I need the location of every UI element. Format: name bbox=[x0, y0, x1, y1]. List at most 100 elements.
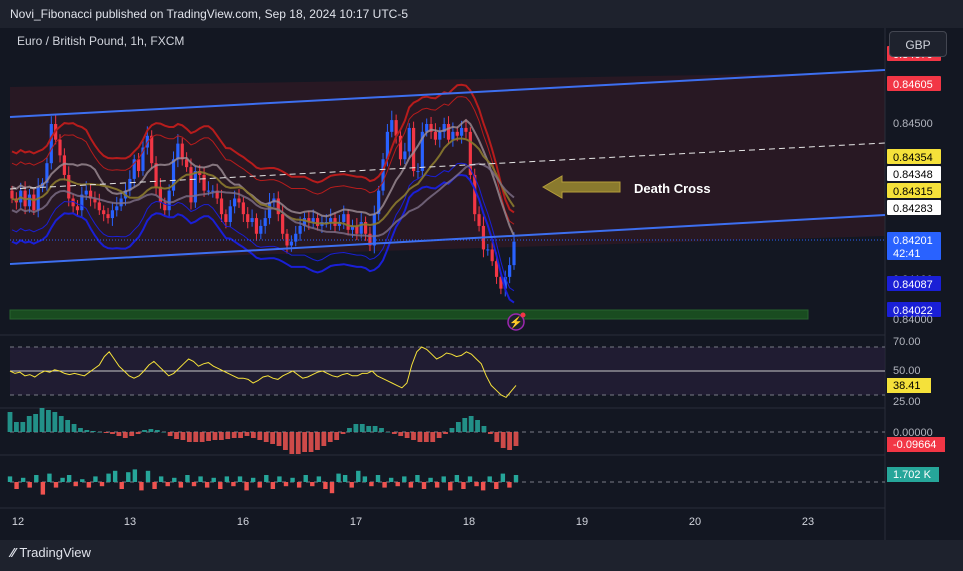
tradingview-logo[interactable]: ⁄⁄ TradingView bbox=[11, 545, 91, 560]
candle-body[interactable] bbox=[473, 174, 477, 215]
candle-body[interactable] bbox=[503, 276, 507, 289]
candle-body[interactable] bbox=[80, 194, 84, 211]
candle-body[interactable] bbox=[62, 155, 66, 175]
candle-body[interactable] bbox=[307, 218, 311, 222]
candle-body[interactable] bbox=[58, 139, 62, 156]
candle-body[interactable] bbox=[206, 190, 211, 192]
candle-body[interactable] bbox=[27, 194, 32, 207]
candle-body[interactable] bbox=[298, 225, 302, 234]
candle-body[interactable] bbox=[136, 159, 141, 172]
candle-body[interactable] bbox=[189, 167, 193, 203]
candle-body[interactable] bbox=[228, 206, 232, 222]
candle-body[interactable] bbox=[381, 159, 385, 191]
candle-body[interactable] bbox=[75, 206, 80, 211]
candle-body[interactable] bbox=[106, 214, 110, 219]
candle-body[interactable] bbox=[490, 249, 494, 262]
candle-body[interactable] bbox=[289, 241, 293, 246]
candle-body[interactable] bbox=[45, 163, 49, 183]
candle-body[interactable] bbox=[508, 265, 512, 277]
candle-body[interactable] bbox=[477, 214, 481, 226]
candle-body[interactable] bbox=[425, 124, 429, 132]
candle-body[interactable] bbox=[512, 241, 516, 266]
candle-body[interactable] bbox=[67, 174, 71, 199]
candle-body[interactable] bbox=[241, 202, 245, 215]
candle-body[interactable] bbox=[115, 206, 119, 211]
candle-body[interactable] bbox=[372, 214, 376, 246]
candle-body[interactable] bbox=[377, 190, 381, 215]
candle-body[interactable] bbox=[180, 143, 184, 160]
candle-body[interactable] bbox=[250, 218, 254, 222]
candle-body[interactable] bbox=[132, 159, 136, 179]
candle-body[interactable] bbox=[403, 151, 407, 160]
candle-body[interactable] bbox=[359, 222, 363, 234]
candle-body[interactable] bbox=[259, 225, 263, 234]
candle-body[interactable] bbox=[154, 163, 158, 187]
candle-body[interactable] bbox=[263, 218, 267, 226]
candle-body[interactable] bbox=[329, 218, 333, 222]
candle-body[interactable] bbox=[97, 202, 101, 211]
currency-button[interactable]: GBP bbox=[889, 31, 947, 57]
candle-body[interactable] bbox=[128, 178, 132, 191]
candle-body[interactable] bbox=[468, 131, 472, 175]
candle-body[interactable] bbox=[233, 198, 237, 207]
channel-upper-line[interactable] bbox=[9, 69, 886, 118]
candle-body[interactable] bbox=[150, 135, 154, 164]
candle-body[interactable] bbox=[324, 222, 328, 223]
candle-body[interactable] bbox=[237, 198, 241, 203]
candle-body[interactable] bbox=[267, 202, 272, 219]
dashed-midline[interactable] bbox=[9, 142, 886, 190]
candle-body[interactable] bbox=[215, 190, 219, 199]
candle-body[interactable] bbox=[102, 210, 106, 215]
candle-body[interactable] bbox=[390, 120, 394, 132]
candle-body[interactable] bbox=[88, 190, 93, 199]
candle-body[interactable] bbox=[350, 225, 355, 230]
candle-body[interactable] bbox=[281, 214, 285, 234]
candle-body[interactable] bbox=[141, 147, 145, 172]
candle-body[interactable] bbox=[71, 198, 75, 207]
candle-body[interactable] bbox=[438, 131, 442, 140]
candle-body[interactable] bbox=[93, 198, 97, 203]
candle-body[interactable] bbox=[494, 261, 499, 277]
alert-icon[interactable] bbox=[507, 313, 525, 331]
candle-body[interactable] bbox=[442, 124, 446, 132]
candle-body[interactable] bbox=[302, 218, 307, 226]
candle-body[interactable] bbox=[342, 214, 346, 222]
candle-body[interactable] bbox=[363, 222, 368, 234]
candle-body[interactable] bbox=[294, 233, 298, 242]
candle-body[interactable] bbox=[193, 171, 197, 203]
candle-body[interactable] bbox=[394, 120, 398, 136]
candle-body[interactable] bbox=[398, 135, 403, 160]
candle-body[interactable] bbox=[455, 131, 459, 136]
candle-body[interactable] bbox=[499, 276, 503, 289]
candle-body[interactable] bbox=[412, 127, 416, 172]
candle-body[interactable] bbox=[163, 202, 167, 211]
candle-body[interactable] bbox=[49, 124, 53, 164]
candle-body[interactable] bbox=[202, 174, 206, 191]
candle-body[interactable] bbox=[416, 171, 420, 173]
candle-body[interactable] bbox=[346, 214, 350, 230]
candle-body[interactable] bbox=[158, 186, 163, 203]
candle-body[interactable] bbox=[315, 218, 320, 226]
candle-body[interactable] bbox=[368, 233, 372, 246]
candle-body[interactable] bbox=[337, 222, 341, 226]
candle-body[interactable] bbox=[451, 131, 455, 140]
candle-body[interactable] bbox=[311, 218, 315, 222]
candle-body[interactable] bbox=[385, 131, 390, 160]
candle-body[interactable] bbox=[254, 218, 259, 234]
candle-body[interactable] bbox=[446, 124, 451, 140]
candle-body[interactable] bbox=[110, 210, 114, 219]
candle-body[interactable] bbox=[171, 159, 176, 191]
candle-body[interactable] bbox=[32, 194, 36, 211]
candle-body[interactable] bbox=[464, 127, 468, 132]
candle-body[interactable] bbox=[407, 127, 411, 152]
candle-body[interactable] bbox=[355, 225, 359, 234]
candle-body[interactable] bbox=[219, 198, 224, 215]
channel-lower-line[interactable] bbox=[9, 214, 886, 265]
candle-body[interactable] bbox=[486, 249, 490, 251]
candle-body[interactable] bbox=[224, 214, 228, 222]
candle-body[interactable] bbox=[185, 159, 189, 168]
candle-body[interactable] bbox=[433, 131, 438, 140]
candle-body[interactable] bbox=[285, 233, 289, 246]
candle-body[interactable] bbox=[420, 131, 424, 172]
